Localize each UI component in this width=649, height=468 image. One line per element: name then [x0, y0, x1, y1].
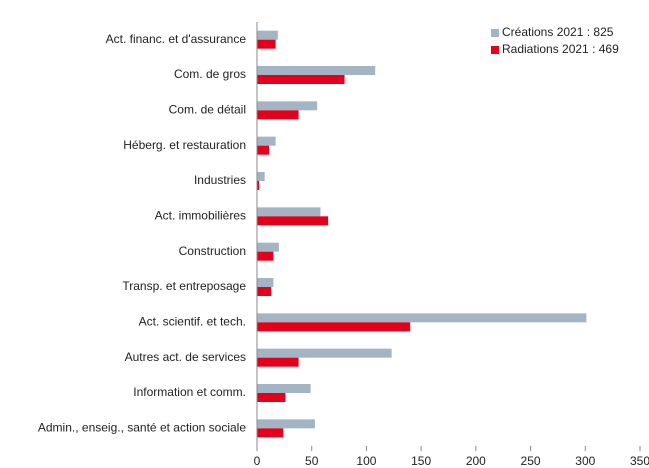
y-tick-label: Act. financ. et d'assurance	[106, 32, 247, 46]
bar	[257, 39, 276, 49]
bar	[257, 181, 260, 190]
y-tick-label: Industries	[194, 173, 246, 187]
legend-label: Radiations 2021 : 469	[502, 42, 619, 56]
bar	[257, 207, 321, 217]
y-tick-label: Autres act. de services	[125, 350, 246, 364]
bar	[257, 393, 286, 402]
x-tick-label: 300	[575, 454, 595, 468]
bar	[257, 348, 392, 358]
x-tick-label: 200	[466, 454, 486, 468]
x-tick-label: 0	[254, 454, 261, 468]
bar	[257, 66, 376, 75]
x-tick-label: 50	[305, 454, 319, 468]
bar	[257, 287, 272, 296]
y-tick-label: Act. scientif. et tech.	[139, 315, 246, 329]
bar	[257, 145, 270, 155]
y-tick-label: Admin., enseig., santé et action sociale	[38, 421, 246, 435]
bar	[257, 136, 276, 146]
y-tick-label: Héberg. et restauration	[123, 138, 246, 152]
x-tick-label: 250	[521, 454, 541, 468]
legend-swatch	[491, 46, 499, 54]
y-tick-label: Com. de détail	[169, 103, 246, 117]
bar	[257, 101, 318, 111]
bar	[257, 428, 284, 438]
bar	[257, 313, 587, 323]
y-tick-label: Information et comm.	[133, 385, 246, 399]
legend-label: Créations 2021 : 825	[502, 25, 614, 39]
y-tick-label: Transp. et entreposage	[122, 279, 246, 293]
legend-swatch	[491, 29, 499, 37]
bar	[257, 419, 315, 429]
bar	[257, 251, 274, 261]
bar	[257, 30, 278, 40]
bar	[257, 278, 274, 287]
y-tick-label: Construction	[179, 244, 246, 258]
bar	[257, 357, 299, 367]
bar	[257, 322, 411, 332]
x-tick-label: 100	[356, 454, 376, 468]
x-tick-label: 350	[630, 454, 649, 468]
bar	[257, 216, 329, 226]
bar	[257, 242, 279, 252]
y-tick-label: Act. immobilières	[155, 209, 246, 223]
bar	[257, 110, 299, 120]
bar	[257, 384, 311, 393]
y-tick-label: Com. de gros	[174, 67, 246, 81]
bar	[257, 75, 345, 84]
bar	[257, 172, 265, 181]
x-tick-label: 150	[411, 454, 431, 468]
